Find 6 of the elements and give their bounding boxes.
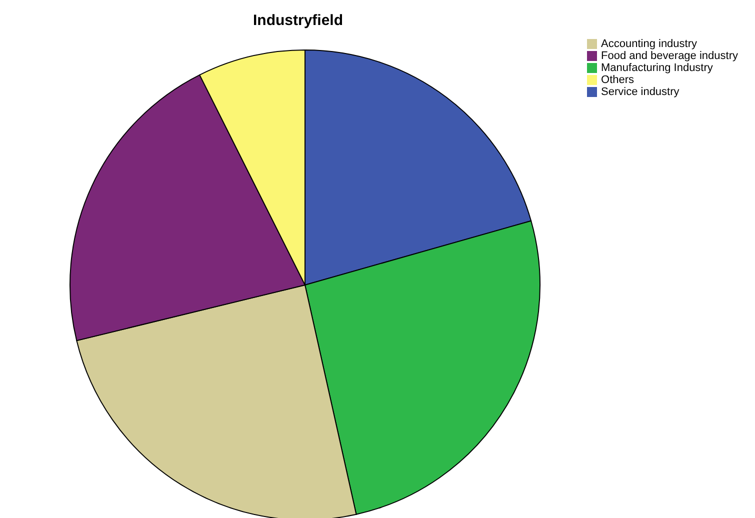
- legend-label: Accounting industry: [601, 38, 698, 50]
- legend-label: Service industry: [601, 86, 680, 98]
- chart-title: Industryfield: [252, 12, 344, 29]
- legend-label: Manufacturing Industry: [601, 62, 713, 74]
- legend-label: Food and beverage industry: [601, 50, 738, 62]
- legend-label: Others: [601, 74, 634, 86]
